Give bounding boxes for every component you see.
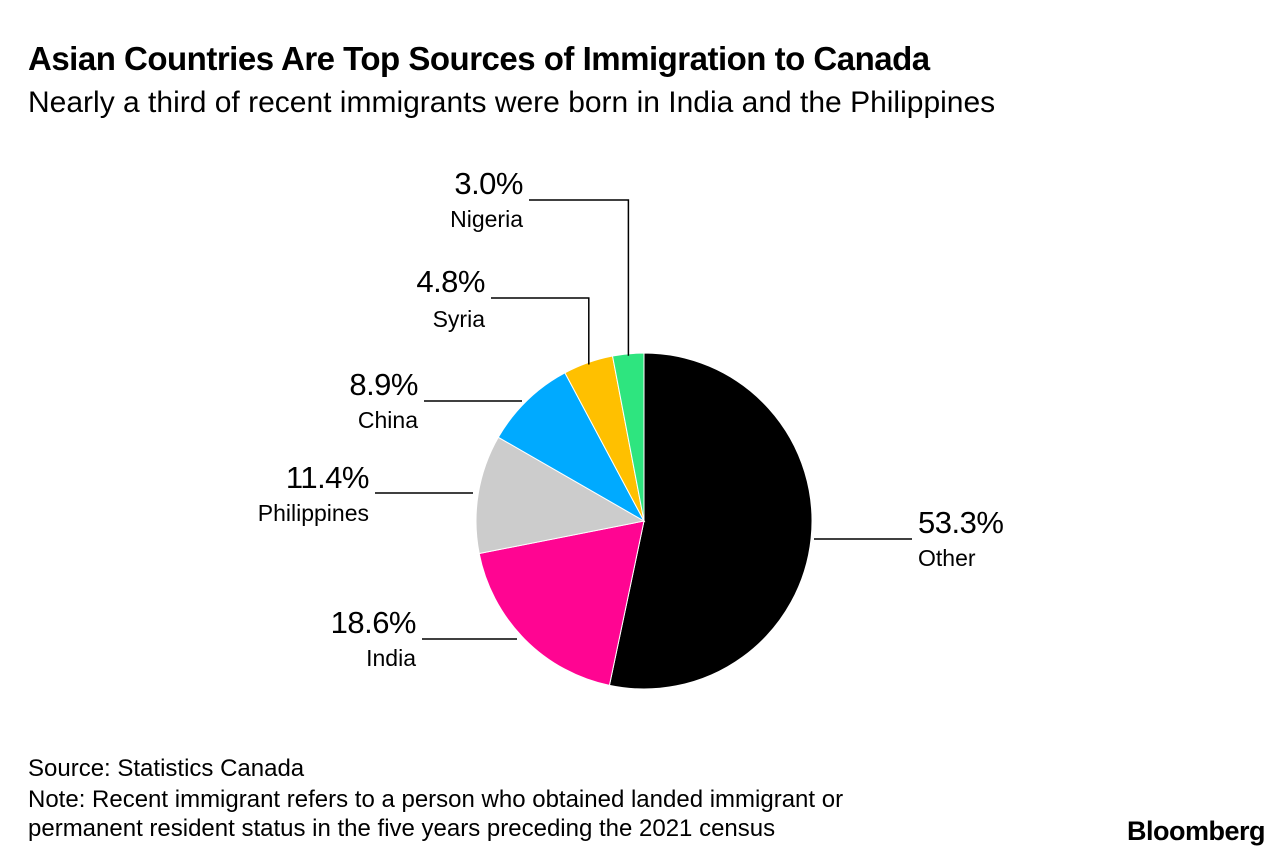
leader-line-syria: [491, 297, 590, 365]
category-label-india: India: [366, 645, 416, 671]
pie-slice-other: [608, 352, 813, 690]
pie-slice-china: [497, 372, 646, 523]
pie-slice-philippines: [475, 436, 646, 555]
category-label-china: China: [358, 407, 418, 433]
category-label-philippines: Philippines: [258, 500, 369, 526]
source-note: Source: Statistics Canada: [28, 755, 305, 782]
category-label-syria: Syria: [433, 306, 486, 332]
leader-line-nigeria: [529, 199, 630, 356]
note-line-1: Note: Recent immigrant refers to a perso…: [28, 786, 844, 813]
value-label-syria: 4.8%: [416, 264, 485, 299]
note-line-2: permanent resident status in the five ye…: [28, 815, 776, 842]
category-label-nigeria: Nigeria: [450, 206, 523, 232]
pie-slice-india: [478, 520, 645, 686]
value-label-philippines: 11.4%: [286, 460, 369, 495]
value-label-nigeria: 3.0%: [454, 166, 523, 201]
value-label-other: 53.3%: [918, 505, 1003, 540]
chart-subtitle: Nearly a third of recent immigrants were…: [28, 86, 996, 119]
category-label-other: Other: [918, 545, 976, 571]
value-label-india: 18.6%: [331, 605, 416, 640]
chart-title: Asian Countries Are Top Sources of Immig…: [28, 40, 930, 77]
value-label-china: 8.9%: [349, 367, 418, 402]
bloomberg-logo: Bloomberg: [1126, 816, 1266, 846]
